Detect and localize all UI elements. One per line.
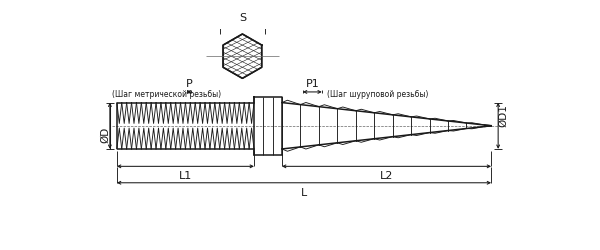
Text: P: P xyxy=(185,79,193,89)
Text: (Шаг метрической резьбы): (Шаг метрической резьбы) xyxy=(112,90,221,99)
Text: ØD: ØD xyxy=(100,126,110,142)
Text: S: S xyxy=(239,13,246,23)
Text: L2: L2 xyxy=(380,170,393,180)
Text: (Шаг шуруповой резьбы): (Шаг шуруповой резьбы) xyxy=(326,90,428,99)
Text: L: L xyxy=(301,187,307,197)
Text: L1: L1 xyxy=(179,170,192,180)
Text: P1: P1 xyxy=(305,79,319,89)
Text: ØD1: ØD1 xyxy=(498,104,508,126)
